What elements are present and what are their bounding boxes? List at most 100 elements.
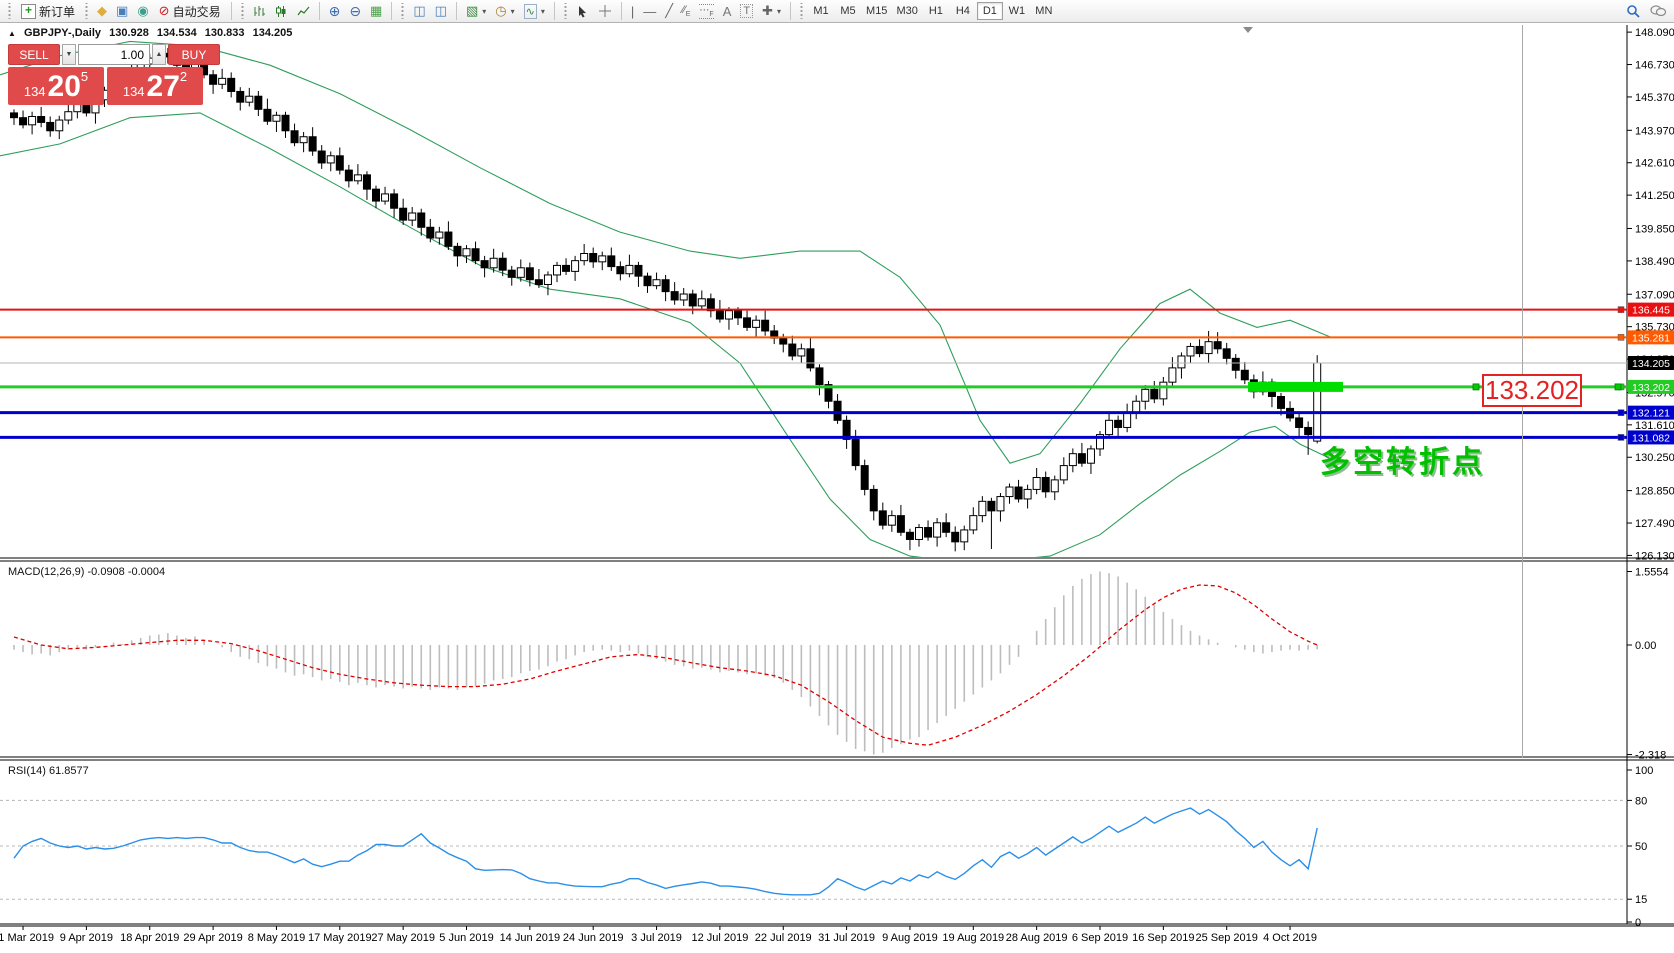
new-chart-icon: ▧ (465, 3, 479, 18)
symbols-button[interactable]: ◆ (93, 1, 111, 21)
timeframe-d1[interactable]: D1 (976, 2, 1003, 20)
sell-price-pips: 20 (47, 70, 81, 103)
sell-price-button[interactable]: 134 20 5 (8, 67, 104, 105)
arrange-windows-button[interactable]: ◫ (431, 1, 451, 21)
cursor-button[interactable] (572, 1, 593, 21)
svg-text:0.00: 0.00 (1635, 640, 1656, 652)
vertical-line-button[interactable]: | (627, 1, 638, 21)
chart-title: ▲ GBPJPY-,Daily 130.928 134.534 130.833 … (8, 27, 297, 39)
new-order-icon: + (21, 3, 36, 19)
autotrading-icon: ⊘ (158, 3, 170, 18)
zoom-in-button[interactable]: ⊕ (325, 1, 345, 21)
trend-line-button[interactable]: ╱ (661, 1, 677, 21)
sell-price-point: 5 (80, 69, 89, 84)
shapes-icon: ✚ (762, 3, 774, 18)
text-icon: A (722, 3, 732, 19)
profiles-button[interactable]: ◷ ▾ (491, 1, 518, 21)
timeframe-h4[interactable]: H4 (950, 2, 976, 20)
chart-shift-marker[interactable] (1243, 27, 1253, 33)
volume-increase-button[interactable]: ▲ (152, 44, 166, 65)
new-chart-button[interactable]: ▧ ▾ (462, 1, 490, 21)
toolbar-grip[interactable] (799, 3, 805, 19)
chat-button[interactable] (1646, 1, 1670, 21)
svg-text:141.250: 141.250 (1635, 190, 1674, 202)
collapse-arrow-icon[interactable]: ▲ (8, 29, 16, 38)
symbol-period: GBPJPY-,Daily (23, 27, 102, 39)
tile-windows-button[interactable]: ▦ (366, 1, 386, 21)
ohlc-open: 130.928 (109, 27, 149, 39)
crosshair-button[interactable] (594, 1, 616, 21)
fibonacci-button[interactable]: ⋯F (695, 1, 717, 21)
timeframe-m1[interactable]: M1 (808, 2, 834, 20)
rsi-line (13, 807, 1318, 896)
macd-pane (13, 571, 1318, 755)
buy-price-figure: 134 (122, 84, 145, 99)
price-annotation-label[interactable]: 133.202 (1482, 374, 1582, 407)
text-label-button[interactable]: T (736, 1, 757, 21)
toolbar-grip[interactable] (562, 3, 568, 19)
timeframe-w1[interactable]: W1 (1004, 2, 1030, 20)
indicators-button[interactable]: ∿ ▾ (520, 1, 549, 21)
svg-text:19 Aug 2019: 19 Aug 2019 (942, 932, 1004, 944)
svg-text:24 Jun 2019: 24 Jun 2019 (563, 932, 624, 944)
cascade-windows-button[interactable]: ◫ (409, 1, 429, 21)
signals-button[interactable]: ◉ (133, 1, 152, 21)
timeframe-m30[interactable]: M30 (892, 2, 921, 20)
turning-point-annotation[interactable]: 多空转折点 (1320, 446, 1485, 479)
svg-text:25 Sep 2019: 25 Sep 2019 (1196, 932, 1258, 944)
line-chart-button[interactable] (293, 1, 314, 21)
timeframe-mn[interactable]: MN (1031, 2, 1057, 20)
bar-chart-button[interactable] (249, 1, 270, 21)
zoom-out-icon: ⊖ (349, 2, 362, 19)
svg-text:145.370: 145.370 (1635, 92, 1674, 104)
clock-icon: ◷ (495, 3, 507, 18)
indicator-icon: ∿ (523, 3, 537, 19)
timeframe-m15[interactable]: M15 (862, 2, 891, 20)
svg-text:136.445: 136.445 (1632, 305, 1670, 317)
shapes-button[interactable]: ✚ ▾ (758, 1, 785, 21)
crosshair-icon (598, 5, 611, 17)
svg-text:28 Aug 2019: 28 Aug 2019 (1006, 932, 1068, 944)
svg-text:0: 0 (1635, 917, 1641, 929)
equidistant-channel-button[interactable]: ⁄⁄E (678, 1, 694, 21)
svg-text:143.970: 143.970 (1635, 125, 1674, 137)
toolbar-grip[interactable] (84, 3, 90, 19)
zoom-in-icon: ⊕ (328, 2, 341, 19)
svg-text:17 May 2019: 17 May 2019 (308, 932, 372, 944)
ohlc-close: 134.205 (252, 27, 293, 39)
svg-text:130.250: 130.250 (1635, 452, 1674, 464)
svg-text:18 Apr 2019: 18 Apr 2019 (120, 932, 179, 944)
svg-text:9 Apr 2019: 9 Apr 2019 (60, 932, 113, 944)
buy-button[interactable]: BUY (168, 44, 220, 65)
svg-text:15: 15 (1635, 894, 1647, 906)
svg-text:3 Jul 2019: 3 Jul 2019 (631, 932, 682, 944)
svg-text:14 Jun 2019: 14 Jun 2019 (500, 932, 561, 944)
svg-text:131.082: 131.082 (1632, 432, 1670, 444)
toolbar-grip[interactable] (7, 3, 12, 19)
search-button[interactable] (1622, 1, 1645, 21)
autotrading-button[interactable]: ⊘ 自动交易 (154, 1, 226, 21)
candlestick-chart-button[interactable] (271, 1, 292, 21)
toolbar-grip[interactable] (239, 3, 245, 19)
new-order-button[interactable]: + 新订单 (16, 1, 80, 21)
sell-button[interactable]: SELL (8, 44, 60, 65)
zoom-out-button[interactable]: ⊖ (345, 1, 365, 21)
svg-text:31 Jul 2019: 31 Jul 2019 (818, 932, 875, 944)
svg-text:50: 50 (1635, 841, 1647, 853)
timeframe-h1[interactable]: H1 (923, 2, 949, 20)
buy-price-button[interactable]: 134 27 2 (107, 67, 203, 105)
terminal-button[interactable]: ▣ (112, 1, 132, 21)
vertical-line-icon: | (630, 3, 635, 19)
text-button[interactable]: A (719, 1, 736, 21)
timeframe-m5[interactable]: M5 (835, 2, 861, 20)
horizontal-line-button[interactable]: — (639, 1, 660, 21)
toolbar-grip[interactable] (400, 3, 406, 19)
svg-text:100: 100 (1635, 765, 1653, 777)
volume-decrease-button[interactable]: ▼ (62, 44, 76, 65)
svg-text:1.5554: 1.5554 (1635, 566, 1669, 578)
volume-input[interactable] (78, 44, 150, 65)
bar-chart-icon (254, 5, 265, 16)
svg-text:5 Jun 2019: 5 Jun 2019 (439, 932, 493, 944)
svg-text:128.850: 128.850 (1635, 486, 1674, 498)
